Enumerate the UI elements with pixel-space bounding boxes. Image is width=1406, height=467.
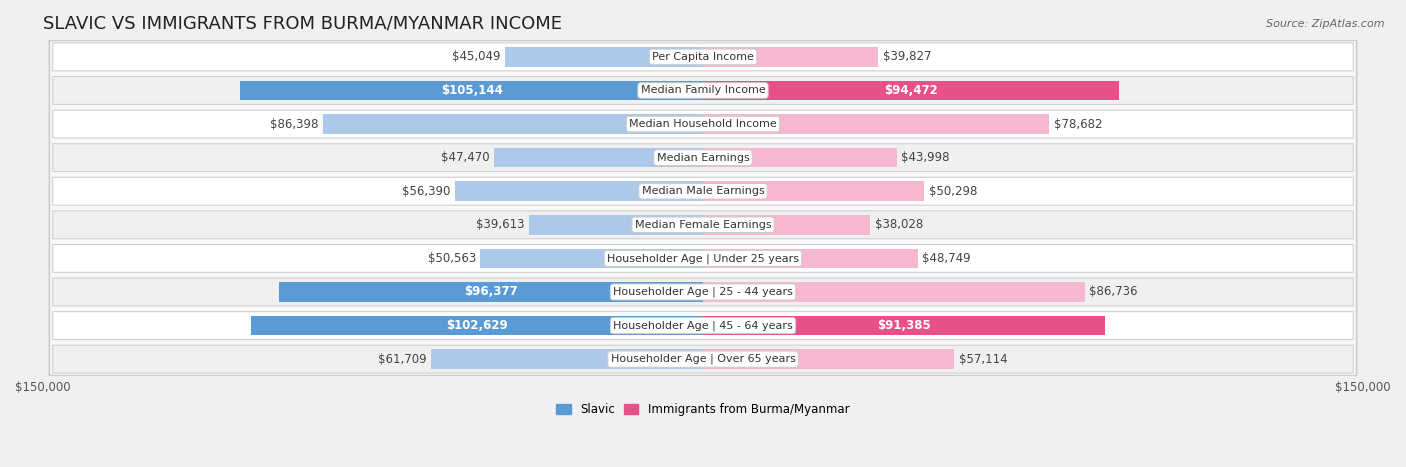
FancyBboxPatch shape (52, 43, 1354, 71)
FancyBboxPatch shape (52, 211, 1354, 239)
Text: Median Female Earnings: Median Female Earnings (634, 220, 772, 230)
FancyBboxPatch shape (52, 177, 1354, 205)
Text: $78,682: $78,682 (1054, 118, 1102, 131)
Bar (703, 114, 1049, 134)
Bar (703, 148, 897, 167)
Text: $105,144: $105,144 (440, 84, 502, 97)
FancyBboxPatch shape (52, 345, 1354, 373)
Bar (703, 248, 918, 268)
Text: Per Capita Income: Per Capita Income (652, 52, 754, 62)
Bar (505, 47, 703, 67)
Text: Median Family Income: Median Family Income (641, 85, 765, 95)
Text: $96,377: $96,377 (464, 285, 517, 298)
Bar (703, 316, 1105, 335)
Legend: Slavic, Immigrants from Burma/Myanmar: Slavic, Immigrants from Burma/Myanmar (551, 398, 855, 420)
Bar (703, 81, 1119, 100)
Bar (703, 282, 1085, 302)
Bar (703, 349, 955, 369)
FancyBboxPatch shape (52, 110, 1354, 138)
FancyBboxPatch shape (52, 244, 1354, 272)
Text: $38,028: $38,028 (875, 218, 924, 231)
Text: Householder Age | Under 25 years: Householder Age | Under 25 years (607, 253, 799, 264)
Bar (703, 215, 870, 234)
Text: Householder Age | 45 - 64 years: Householder Age | 45 - 64 years (613, 320, 793, 331)
Text: Source: ZipAtlas.com: Source: ZipAtlas.com (1267, 19, 1385, 28)
Bar (432, 349, 703, 369)
Text: $61,709: $61,709 (378, 353, 427, 366)
Text: Median Male Earnings: Median Male Earnings (641, 186, 765, 196)
Text: $45,049: $45,049 (451, 50, 501, 64)
Text: SLAVIC VS IMMIGRANTS FROM BURMA/MYANMAR INCOME: SLAVIC VS IMMIGRANTS FROM BURMA/MYANMAR … (42, 15, 562, 33)
Bar (703, 47, 879, 67)
Text: $56,390: $56,390 (402, 185, 450, 198)
FancyBboxPatch shape (52, 77, 1354, 105)
Text: $39,827: $39,827 (883, 50, 931, 64)
Text: $48,749: $48,749 (922, 252, 970, 265)
Text: $102,629: $102,629 (446, 319, 508, 332)
Text: $39,613: $39,613 (475, 218, 524, 231)
Bar (703, 182, 924, 201)
Text: $43,998: $43,998 (901, 151, 950, 164)
Text: $86,398: $86,398 (270, 118, 318, 131)
Bar (278, 282, 703, 302)
Text: $50,563: $50,563 (427, 252, 475, 265)
Text: $86,736: $86,736 (1090, 285, 1137, 298)
FancyBboxPatch shape (52, 311, 1354, 340)
Text: Householder Age | 25 - 44 years: Householder Age | 25 - 44 years (613, 287, 793, 297)
Text: $94,472: $94,472 (884, 84, 938, 97)
FancyBboxPatch shape (49, 41, 1357, 375)
FancyBboxPatch shape (52, 278, 1354, 306)
Bar (252, 316, 703, 335)
Text: $50,298: $50,298 (929, 185, 977, 198)
Text: Median Household Income: Median Household Income (628, 119, 778, 129)
Bar (481, 248, 703, 268)
Text: $47,470: $47,470 (441, 151, 489, 164)
Bar (323, 114, 703, 134)
Bar (454, 182, 703, 201)
Text: $91,385: $91,385 (877, 319, 931, 332)
Bar (529, 215, 703, 234)
Text: Median Earnings: Median Earnings (657, 153, 749, 163)
FancyBboxPatch shape (52, 144, 1354, 171)
Bar (240, 81, 703, 100)
Bar (494, 148, 703, 167)
Text: $57,114: $57,114 (959, 353, 1008, 366)
Text: Householder Age | Over 65 years: Householder Age | Over 65 years (610, 354, 796, 364)
